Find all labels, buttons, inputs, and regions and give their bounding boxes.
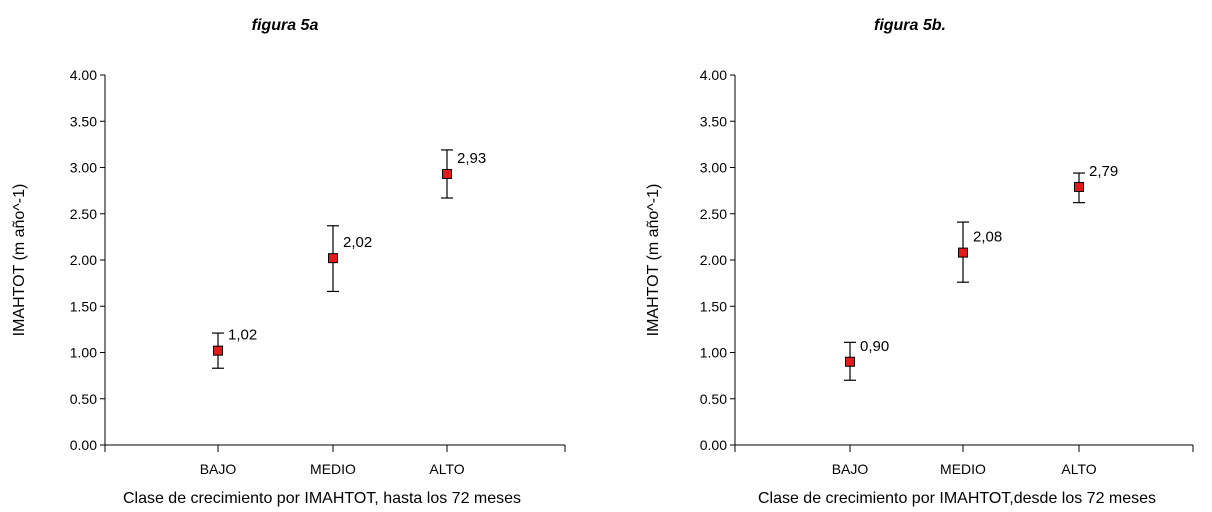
- x-tick-label: ALTO: [1061, 461, 1096, 477]
- y-tick-label: 0.50: [70, 391, 97, 407]
- x-axis-label: Clase de crecimiento por IMAHTOT, hasta …: [123, 490, 521, 507]
- y-axis-label: IMAHTOT (m año^-1): [645, 184, 662, 337]
- x-tick-label: MEDIO: [940, 461, 986, 477]
- chart-title: figura 5a: [252, 17, 319, 34]
- x-tick-label: BAJO: [832, 461, 869, 477]
- y-tick-label: 3.50: [70, 113, 97, 129]
- data-point-marker: [958, 247, 968, 258]
- y-tick-label: 3.00: [70, 160, 97, 176]
- data-label: 2,08: [973, 229, 1002, 246]
- data-point-marker: [213, 345, 223, 356]
- y-tick-label: 3.50: [700, 113, 727, 129]
- data-label: 1,02: [228, 327, 257, 344]
- data-label: 2,79: [1089, 163, 1118, 180]
- x-tick-label: ALTO: [429, 461, 464, 477]
- y-tick-label: 2.50: [700, 206, 727, 222]
- x-axis-label: Clase de crecimiento por IMAHTOT,desde l…: [758, 490, 1156, 507]
- data-point-marker: [1074, 181, 1084, 192]
- y-tick-label: 0.00: [70, 437, 97, 453]
- y-tick-label: 1.50: [70, 298, 97, 314]
- y-axis-label: IMAHTOT (m año^-1): [11, 184, 28, 337]
- data-label: 2,93: [457, 150, 486, 167]
- y-tick-label: 1.50: [700, 298, 727, 314]
- data-point-marker: [845, 356, 855, 367]
- chart-figura-5a: figura 5a 0.00 0.50 1.00 1.50 2.00 2.50 3.00 3.5…: [11, 17, 566, 507]
- y-tick-label: 1.00: [70, 345, 97, 361]
- data-label: 2,02: [343, 234, 372, 251]
- y-tick-label: 2.00: [70, 252, 97, 268]
- y-tick-label: 0.50: [700, 391, 727, 407]
- data-label: 0,90: [860, 338, 889, 355]
- y-tick-label: 4.00: [70, 67, 97, 83]
- y-tick-label: 0.00: [700, 437, 727, 453]
- y-tick-label: 3.00: [700, 160, 727, 176]
- y-tick-label: 2.00: [700, 252, 727, 268]
- data-point-marker: [442, 168, 452, 179]
- data-point-marker: [328, 253, 338, 264]
- y-tick-label: 4.00: [700, 67, 727, 83]
- chart-figura-5b: figura 5b. 0.00 0.50 1.00 1.50 2.00 2.50 3.00 3.…: [645, 17, 1194, 507]
- x-tick-label: MEDIO: [310, 461, 356, 477]
- chart-title: figura 5b.: [874, 17, 946, 34]
- x-tick-label: BAJO: [200, 461, 237, 477]
- y-tick-label: 1.00: [700, 345, 727, 361]
- y-tick-label: 2.50: [70, 206, 97, 222]
